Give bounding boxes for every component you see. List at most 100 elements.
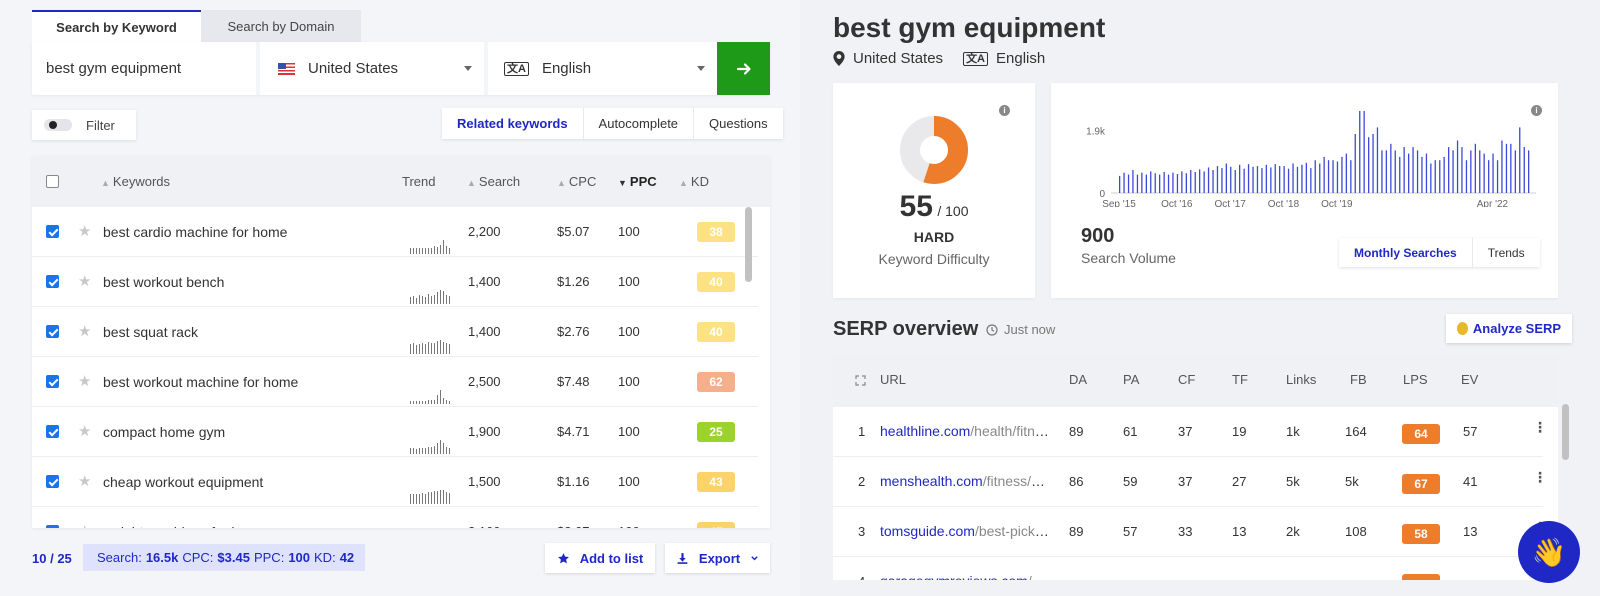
tab-search-by-keyword[interactable]: Search by Keyword xyxy=(32,10,201,42)
star-icon[interactable]: ★ xyxy=(78,323,92,340)
serp-row[interactable]: 3 tomsguide.com/best-picks/best-home-gym-… xyxy=(833,507,1547,557)
keyword-input[interactable]: best gym equipment xyxy=(32,42,260,95)
col-cpc[interactable]: ▲︎ CPC xyxy=(557,174,596,189)
serp-fb: 5k xyxy=(1345,474,1359,489)
serp-domain[interactable]: menshealth.com xyxy=(880,473,983,489)
expand-icon[interactable] xyxy=(855,375,866,386)
search-value: 1,400 xyxy=(468,324,501,339)
keyword-text[interactable]: weight machines for home xyxy=(103,524,266,528)
trend-bar xyxy=(416,401,417,404)
row-checkbox[interactable] xyxy=(46,525,59,528)
row-checkbox[interactable] xyxy=(46,475,59,488)
table-row[interactable]: ★ best squat rack 1,400 $2.76 100 40 xyxy=(32,307,758,357)
row-checkbox[interactable] xyxy=(46,325,59,338)
star-icon[interactable]: ★ xyxy=(78,423,92,440)
serp-row[interactable]: 1 healthline.com/health/fitness/best-home… xyxy=(833,407,1547,457)
star-icon[interactable]: ★ xyxy=(78,522,91,528)
toggle-switch[interactable] xyxy=(44,119,72,131)
table-row[interactable]: ★ weight machines for home 2,100 $3.07 100 45 xyxy=(32,507,758,528)
summary-cpc-label: CPC: xyxy=(182,550,214,565)
serp-path[interactable]: /best-home-gym-equipment xyxy=(1028,573,1052,580)
location-select[interactable]: United States xyxy=(260,42,488,95)
analyze-serp-button[interactable]: Analyze SERP xyxy=(1446,314,1572,343)
row-checkbox[interactable] xyxy=(46,375,59,388)
language-icon: 文A xyxy=(963,51,989,66)
trend-bar xyxy=(425,494,426,504)
ppc-value: 100 xyxy=(618,524,640,528)
more-options-icon[interactable]: ⋮ xyxy=(1533,469,1547,485)
table-row[interactable]: ★ best workout bench 1,400 $1.26 100 40 xyxy=(32,257,758,307)
serp-url[interactable]: garagegymreviews.com/best-home-gym-equip… xyxy=(880,573,1052,580)
keyword-text[interactable]: compact home gym xyxy=(103,424,226,440)
keyword-input-value[interactable]: best gym equipment xyxy=(46,60,182,77)
tab-related-keywords[interactable]: Related keywords xyxy=(457,116,568,131)
serp-scrollbar[interactable] xyxy=(1562,404,1569,460)
serp-path[interactable]: /best-picks/best-home-gym-equipment xyxy=(974,523,1052,539)
chat-widget-button[interactable]: 👋 xyxy=(1518,521,1580,583)
x-tick-label: Sep '15 xyxy=(1102,199,1136,207)
serp-domain[interactable]: healthline.com xyxy=(880,423,971,439)
serp-path[interactable]: /fitness/a19547062/best-home-gym-equipme… xyxy=(982,473,1052,489)
export-button[interactable]: Export xyxy=(665,543,770,573)
keyword-text[interactable]: cheap workout equipment xyxy=(103,474,264,490)
tab-trends[interactable]: Trends xyxy=(1471,238,1540,267)
serp-domain[interactable]: garagegymreviews.com xyxy=(880,573,1028,580)
filter-toggle[interactable]: Filter xyxy=(32,110,136,140)
trend-bar xyxy=(422,448,423,454)
col-kd[interactable]: ▲︎ KD xyxy=(679,174,709,189)
chart-bar xyxy=(1199,169,1201,193)
more-options-icon[interactable]: ⋮ xyxy=(1533,419,1547,435)
trend-bar xyxy=(437,443,438,454)
chart-bar xyxy=(1172,172,1174,193)
row-checkbox[interactable] xyxy=(46,225,59,238)
serp-domain[interactable]: tomsguide.com xyxy=(880,523,975,539)
star-icon[interactable]: ★ xyxy=(78,373,92,390)
star-icon[interactable]: ★ xyxy=(78,223,92,240)
serp-url[interactable]: healthline.com/health/fitness/best-home-… xyxy=(880,423,1052,439)
table-scrollbar[interactable] xyxy=(745,207,752,282)
serp-url[interactable]: tomsguide.com/best-picks/best-home-gym-e… xyxy=(880,523,1052,539)
table-row[interactable]: ★ best workout machine for home 2,500 $7.48… xyxy=(32,357,758,407)
tab-monthly-searches[interactable]: Monthly Searches xyxy=(1354,245,1457,260)
table-row[interactable]: ★ cheap workout equipment 1,500 $1.16 100 43 xyxy=(32,457,758,507)
trend-bar xyxy=(431,296,432,304)
trend-bar xyxy=(440,245,441,254)
info-icon[interactable]: i xyxy=(1531,105,1542,116)
trend-bar xyxy=(416,494,417,504)
keyword-text[interactable]: best workout bench xyxy=(103,274,225,290)
serp-links: 1k xyxy=(1286,424,1300,439)
select-all-checkbox[interactable] xyxy=(46,175,59,188)
keyword-text[interactable]: best cardio machine for home xyxy=(103,224,288,240)
serp-row[interactable]: 2 menshealth.com/fitness/a19547062/best-h… xyxy=(833,457,1547,507)
serp-path[interactable]: /health/fitness/best-home-gym-equipment xyxy=(970,423,1052,439)
tab-questions[interactable]: Questions xyxy=(693,108,783,139)
trend-bar xyxy=(425,248,426,254)
chart-bar xyxy=(1287,168,1290,193)
col-search[interactable]: ▲︎ Search xyxy=(467,174,520,189)
keyword-text[interactable]: best workout machine for home xyxy=(103,374,299,390)
tab-search-by-domain[interactable]: Search by Domain xyxy=(201,10,361,42)
trend-bar xyxy=(410,297,411,304)
serp-row[interactable]: 4 garagegymreviews.com/best-home-gym-equi… xyxy=(833,557,1547,580)
trend-bar xyxy=(449,493,450,504)
keyword-text[interactable]: best squat rack xyxy=(103,324,198,340)
table-row[interactable]: ★ compact home gym 1,900 $4.71 100 25 xyxy=(32,407,758,457)
star-icon[interactable]: ★ xyxy=(78,273,92,290)
row-checkbox[interactable] xyxy=(46,275,59,288)
table-row[interactable]: ★ best cardio machine for home 2,200 $5.07 1… xyxy=(32,207,758,257)
serp-url[interactable]: menshealth.com/fitness/a19547062/best-ho… xyxy=(880,473,1052,489)
chart-bar xyxy=(1412,147,1414,193)
search-submit-button[interactable] xyxy=(717,42,770,95)
col-keywords[interactable]: ▲︎ Keywords xyxy=(101,174,170,189)
col-ppc[interactable]: ▼︎ PPC xyxy=(618,174,657,189)
star-icon[interactable]: ★ xyxy=(78,473,92,490)
row-checkbox[interactable] xyxy=(46,425,59,438)
trend-bar xyxy=(449,296,450,304)
info-icon[interactable]: i xyxy=(999,105,1010,116)
serp-time-label: Just now xyxy=(1004,322,1056,337)
add-to-list-button[interactable]: Add to list xyxy=(545,543,655,573)
language-select[interactable]: 文A English xyxy=(488,42,717,95)
chart-bar xyxy=(1319,163,1321,193)
tab-autocomplete[interactable]: Autocomplete xyxy=(582,108,694,139)
trend-bar xyxy=(410,494,411,504)
